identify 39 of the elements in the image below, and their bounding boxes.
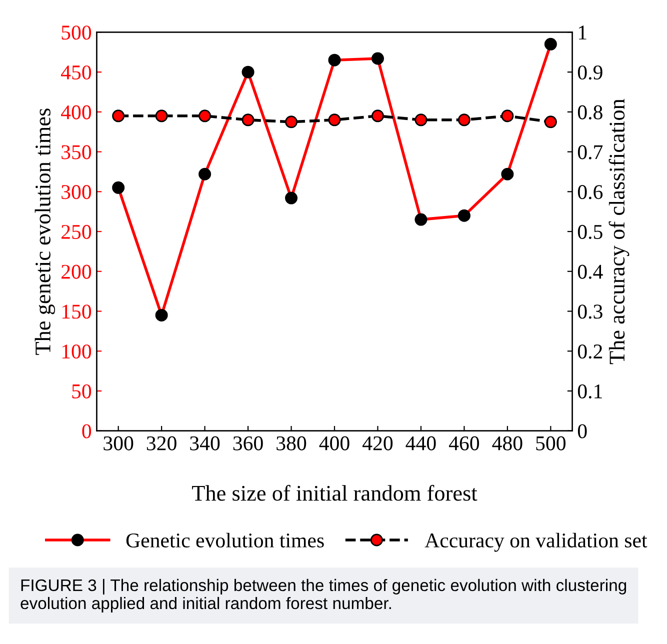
y2-axis-title: The accuracy of classification [608,98,630,364]
y2-tick-label: 0.5 [578,224,602,240]
legend-label: Accuracy on validation set [424,532,648,552]
legend-label: Genetic evolution times [126,532,324,548]
y2-tick-label: 0.6 [578,185,603,200]
y2-tick-label: 0 [578,424,587,438]
y-tick-label: 450 [61,65,92,80]
x-tick-label: 320 [146,436,176,450]
y-tick-label: 200 [62,264,92,279]
x-axis-title: The size of initial random forest [192,484,478,501]
y-tick-label: 150 [62,304,92,319]
x-tick-label: 420 [362,436,393,450]
y2-tick-label: 0.2 [578,344,602,359]
y-tick-label: 400 [61,105,92,120]
x-tick-label: 300 [104,436,134,450]
y2-tick-label: 0.7 [578,145,603,160]
x-tick-label: 460 [448,436,480,450]
x-tick-label: 400 [319,436,350,450]
y2-tick-label: 0.4 [578,264,603,279]
x-tick-label: 360 [233,436,263,450]
x-tick-label: 440 [406,436,436,450]
x-tick-label: 480 [492,436,522,450]
y-axis-title: The genetic evolution times [34,108,56,355]
x-tick-label: 340 [190,436,220,450]
x-tick-label: 500 [536,436,566,450]
y2-tick-label: 0.1 [578,384,602,398]
y-tick-label: 350 [62,145,92,160]
y-tick-label: 100 [62,344,92,359]
y-tick-label: 250 [62,224,92,239]
y2-tick-label: 1 [578,26,586,40]
x-tick-label: 380 [276,436,306,450]
y-tick-label: 0 [82,424,92,438]
y-tick-label: 500 [62,26,92,40]
y2-tick-label: 0.3 [578,304,602,319]
caption: FIGURE 3 | The relationship between the times of genetic evolution with clustering evolution applied and initial random forest number. [20,578,626,612]
y-tick-label: 300 [62,185,92,200]
y-tick-label: 50 [72,384,92,398]
y2-tick-label: 0.9 [578,65,602,80]
y2-tick-label: 0.8 [578,105,602,120]
